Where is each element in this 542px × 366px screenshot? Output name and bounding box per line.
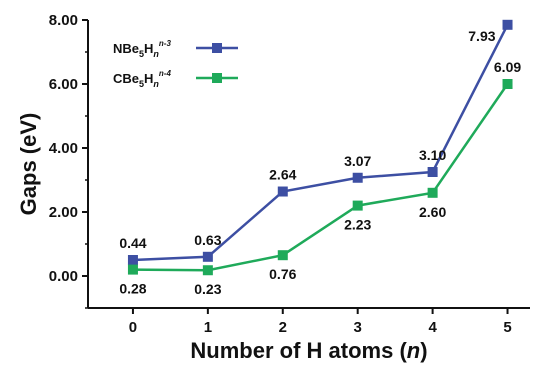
data-label-1: 2.23 bbox=[344, 217, 371, 233]
x-tick-label: 1 bbox=[204, 319, 212, 336]
data-point-0 bbox=[202, 251, 213, 262]
data-label-1: 0.28 bbox=[119, 281, 146, 297]
legend: NBe5Hnn-3 CBe5Hnn-4 bbox=[113, 39, 238, 89]
data-label-0: 0.44 bbox=[119, 235, 146, 251]
legend-marker-1 bbox=[212, 73, 222, 83]
y-tick-label: 8.00 bbox=[49, 12, 78, 29]
x-tick-label: 5 bbox=[503, 319, 511, 336]
data-point-1 bbox=[502, 79, 513, 89]
series-line-0 bbox=[132, 24, 509, 262]
data-label-0: 0.63 bbox=[194, 232, 221, 248]
x-tick-label: 2 bbox=[279, 319, 287, 336]
y-tick-label: 4.00 bbox=[49, 140, 78, 157]
data-label-1: 2.60 bbox=[419, 204, 446, 220]
legend-label-0: NBe5Hnn-3 bbox=[113, 39, 171, 59]
legend-label-1: CBe5Hnn-4 bbox=[113, 69, 171, 89]
data-point-0 bbox=[352, 172, 363, 183]
data-point-0 bbox=[277, 186, 288, 197]
x-tick-label: 4 bbox=[428, 319, 437, 336]
data-label-1: 0.23 bbox=[194, 281, 221, 297]
data-label-0: 3.07 bbox=[344, 153, 371, 169]
data-label-0: 7.93 bbox=[468, 28, 495, 44]
x-axis-title: Number of H atoms (n) bbox=[190, 338, 427, 363]
x-tick-label: 3 bbox=[354, 319, 362, 336]
series-layer bbox=[127, 19, 513, 276]
series-line-1 bbox=[132, 83, 509, 272]
data-label-0: 2.64 bbox=[269, 167, 296, 183]
data-labels: 0.44 0.63 2.64 3.07 3.10 7.93 0.28 0.23 0.76 2.23… bbox=[119, 28, 521, 297]
data-point-1 bbox=[427, 187, 438, 198]
data-point-0 bbox=[502, 19, 513, 30]
x-tick-label: 0 bbox=[129, 319, 137, 336]
y-tick-label: 0.00 bbox=[49, 268, 78, 285]
data-point-0 bbox=[427, 167, 438, 177]
data-label-1: 0.76 bbox=[269, 266, 296, 282]
y-axis-title: Gaps (eV) bbox=[16, 113, 41, 216]
data-point-0 bbox=[127, 255, 138, 265]
data-point-1 bbox=[202, 265, 213, 276]
data-point-1 bbox=[127, 264, 138, 275]
y-tick-label: 6.00 bbox=[49, 76, 78, 93]
data-point-1 bbox=[277, 250, 288, 261]
legend-marker-0 bbox=[212, 43, 222, 53]
data-point-1 bbox=[352, 200, 363, 211]
data-label-1: 6.09 bbox=[494, 59, 521, 75]
data-label-0: 3.10 bbox=[419, 147, 446, 163]
axes: 0.00 2.00 4.00 6.00 8.00 0 1 2 3 4 5 bbox=[49, 12, 530, 336]
y-tick-label: 2.00 bbox=[49, 204, 78, 221]
